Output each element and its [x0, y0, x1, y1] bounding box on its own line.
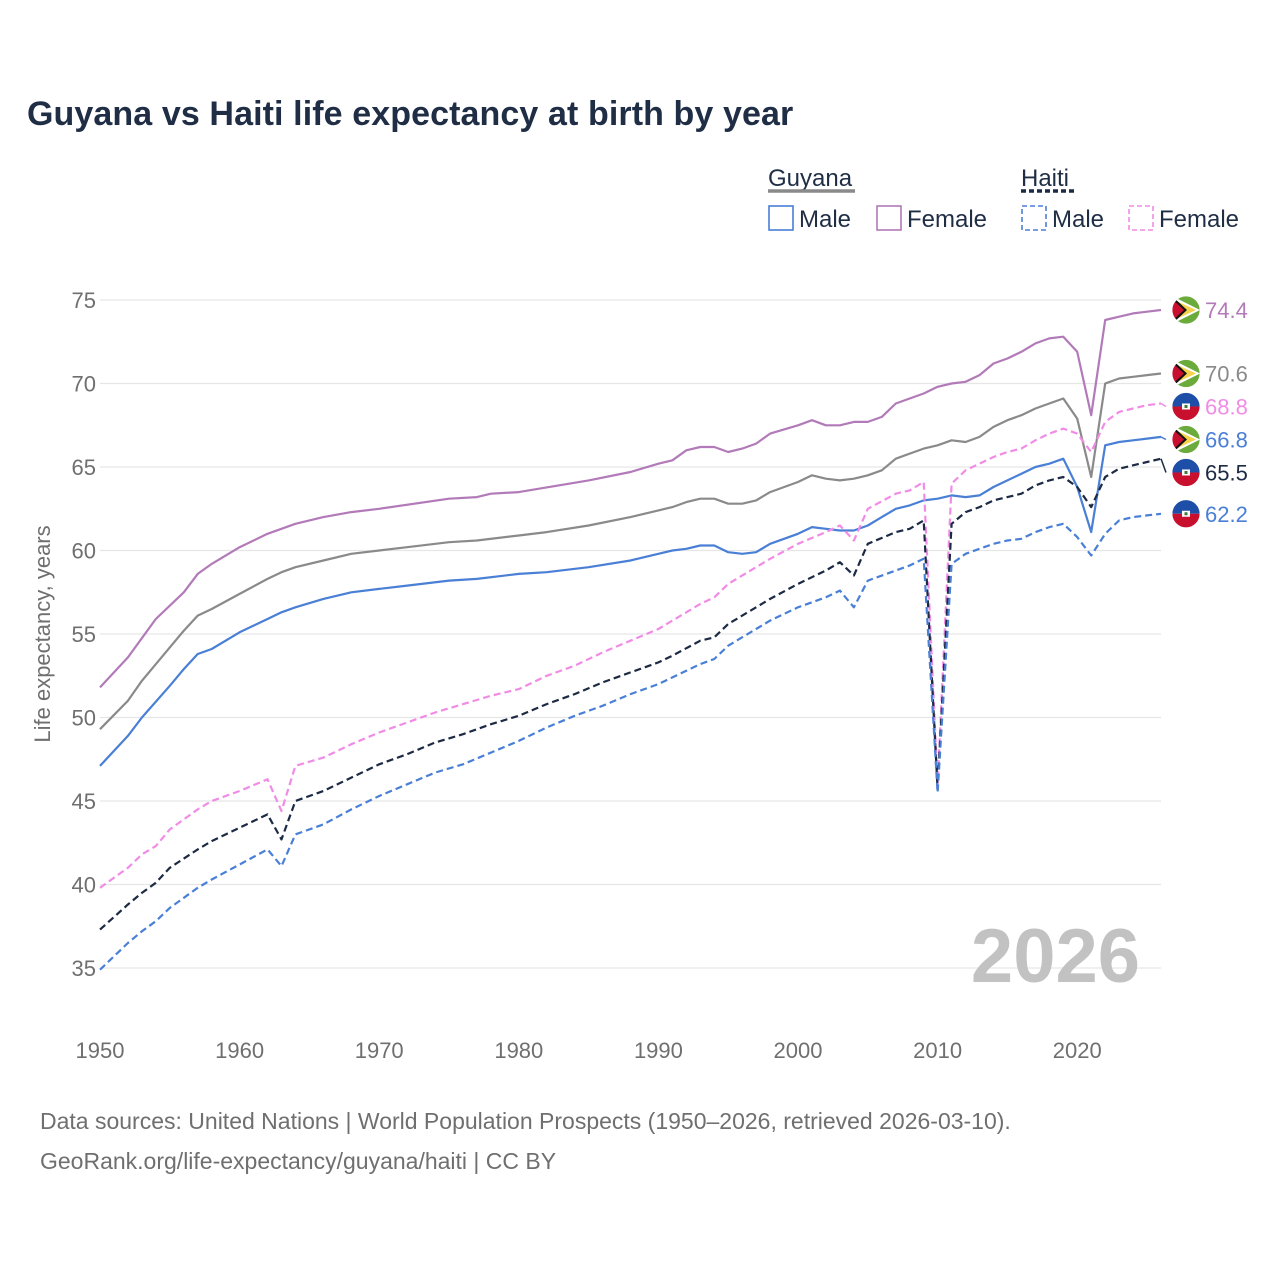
end-value-label: 68.8 — [1205, 394, 1248, 419]
legend-group-title: Haiti — [1021, 165, 1069, 192]
x-tick-label: 2010 — [913, 1038, 962, 1063]
haiti-flag-icon — [1171, 392, 1201, 421]
haiti-flag-icon — [1171, 458, 1201, 487]
x-tick-label: 2020 — [1053, 1038, 1102, 1063]
x-tick-label: 1980 — [494, 1038, 543, 1063]
end-labels: 74.4 70.6 68.8 66.8 65.5 62.2 — [1160, 295, 1248, 529]
legend-item-label: Female — [907, 206, 987, 233]
y-tick-label: 65 — [72, 455, 96, 480]
y-tick-label: 35 — [72, 956, 96, 981]
y-tick-label: 60 — [72, 539, 96, 564]
series-line — [99, 435, 1162, 767]
guyana-flag-icon — [1171, 425, 1201, 454]
source-line: Data sources: United Nations | World Pop… — [40, 1108, 1011, 1134]
legend-swatch — [1021, 205, 1047, 231]
legend-swatch — [1128, 205, 1154, 231]
end-value-label: 65.5 — [1205, 460, 1248, 485]
y-tick-label: 55 — [72, 622, 96, 647]
y-tick-label: 75 — [72, 288, 96, 313]
x-tick-label: 1950 — [76, 1038, 125, 1063]
y-tick-label: 45 — [72, 789, 96, 814]
series-line — [99, 372, 1162, 730]
guyana-flag-icon — [1171, 359, 1201, 388]
end-connector — [1160, 402, 1167, 408]
chart-title: Guyana vs Haiti life expectancy at birth… — [27, 95, 794, 133]
x-tick-label: 1970 — [355, 1038, 404, 1063]
end-connector — [1160, 436, 1167, 441]
x-tick-label: 2000 — [774, 1038, 823, 1063]
end-value-label: 70.6 — [1205, 361, 1248, 386]
legend-group-title: Guyana — [768, 165, 853, 192]
x-tick-label: 1990 — [634, 1038, 683, 1063]
legend-swatch — [768, 205, 794, 231]
series-line — [99, 308, 1162, 689]
haiti-flag-icon — [1171, 499, 1201, 529]
y-tick-label: 50 — [72, 706, 96, 731]
year-watermark: 2026 — [971, 914, 1140, 999]
series — [99, 308, 1162, 971]
legend: Guyana Male Female Haiti Male Female — [768, 165, 1239, 233]
legend-item-label: Male — [1052, 206, 1104, 233]
series-line — [99, 457, 1162, 931]
axes: 35 40 45 50 55 60 65 70 75 1950 1960 1970 1980 1990 20… — [30, 288, 1102, 1063]
y-tick-label: 40 — [72, 873, 96, 898]
end-value-label: 62.2 — [1205, 502, 1248, 527]
legend-swatch — [876, 205, 902, 231]
series-line — [99, 512, 1162, 971]
y-axis-label: Life expectancy, years — [30, 525, 55, 742]
series-line — [99, 402, 1162, 889]
guyana-flag-icon — [1171, 295, 1201, 325]
end-value-label: 74.4 — [1205, 298, 1248, 323]
legend-item-label: Female — [1159, 206, 1239, 233]
life-expectancy-chart: 35 40 45 50 55 60 65 70 75 1950 1960 1970 1980 1990 20… — [30, 165, 1248, 1063]
x-tick-label: 1960 — [215, 1038, 264, 1063]
legend-item-label: Male — [799, 206, 851, 233]
end-connector — [1160, 458, 1167, 473]
grid — [100, 299, 1161, 969]
source-link[interactable]: GeoRank.org/life-expectancy/guyana/haiti… — [40, 1148, 557, 1174]
end-value-label: 66.8 — [1205, 427, 1248, 452]
y-tick-label: 70 — [72, 372, 96, 397]
